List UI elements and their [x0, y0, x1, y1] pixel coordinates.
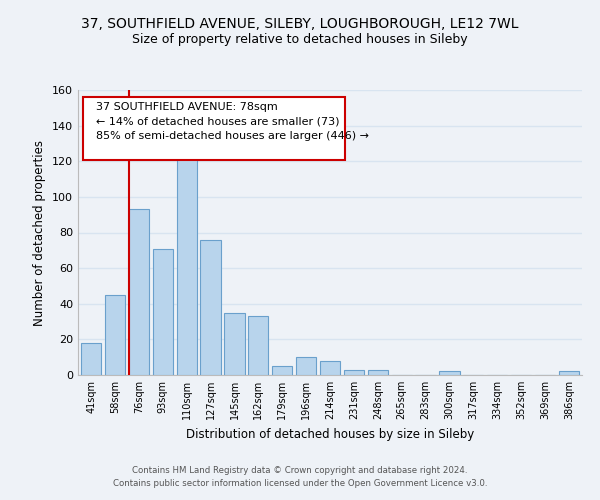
Bar: [296, 357, 316, 375]
Bar: [272, 366, 292, 375]
Bar: [368, 370, 388, 375]
Bar: [320, 361, 340, 375]
Y-axis label: Number of detached properties: Number of detached properties: [34, 140, 46, 326]
Text: Contains HM Land Registry data © Crown copyright and database right 2024.
Contai: Contains HM Land Registry data © Crown c…: [113, 466, 487, 487]
Text: Size of property relative to detached houses in Sileby: Size of property relative to detached ho…: [132, 32, 468, 46]
Text: 37 SOUTHFIELD AVENUE: 78sqm
← 14% of detached houses are smaller (73)
85% of sem: 37 SOUTHFIELD AVENUE: 78sqm ← 14% of det…: [95, 102, 368, 141]
Bar: [129, 210, 149, 375]
Bar: [248, 316, 268, 375]
Bar: [224, 312, 245, 375]
Text: 37, SOUTHFIELD AVENUE, SILEBY, LOUGHBOROUGH, LE12 7WL: 37, SOUTHFIELD AVENUE, SILEBY, LOUGHBORO…: [81, 18, 519, 32]
Bar: [152, 248, 173, 375]
X-axis label: Distribution of detached houses by size in Sileby: Distribution of detached houses by size …: [186, 428, 474, 440]
Bar: [439, 372, 460, 375]
Bar: [176, 136, 197, 375]
FancyBboxPatch shape: [83, 97, 345, 160]
Bar: [559, 372, 579, 375]
Bar: [344, 370, 364, 375]
Bar: [200, 240, 221, 375]
Bar: [81, 343, 101, 375]
Bar: [105, 295, 125, 375]
